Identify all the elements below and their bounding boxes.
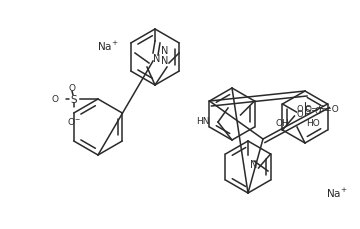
Text: HO: HO (306, 118, 320, 127)
Text: O: O (52, 95, 59, 104)
Text: S: S (71, 95, 77, 105)
Text: O=S=O: O=S=O (305, 104, 339, 113)
Text: N: N (161, 46, 168, 56)
Text: Na$^{+}$: Na$^{+}$ (326, 186, 347, 199)
Text: HN: HN (197, 116, 210, 125)
Text: O$^{-}$: O$^{-}$ (315, 105, 328, 116)
Text: O$^{-}$: O$^{-}$ (67, 115, 81, 126)
Text: N: N (161, 56, 168, 66)
Text: Na$^{+}$: Na$^{+}$ (97, 39, 119, 52)
Text: O: O (68, 83, 76, 92)
Text: O: O (297, 104, 303, 113)
Text: N: N (153, 54, 161, 64)
Text: S: S (305, 106, 311, 115)
Text: O: O (296, 109, 303, 118)
Text: N: N (250, 159, 257, 169)
Text: OH: OH (275, 119, 289, 128)
